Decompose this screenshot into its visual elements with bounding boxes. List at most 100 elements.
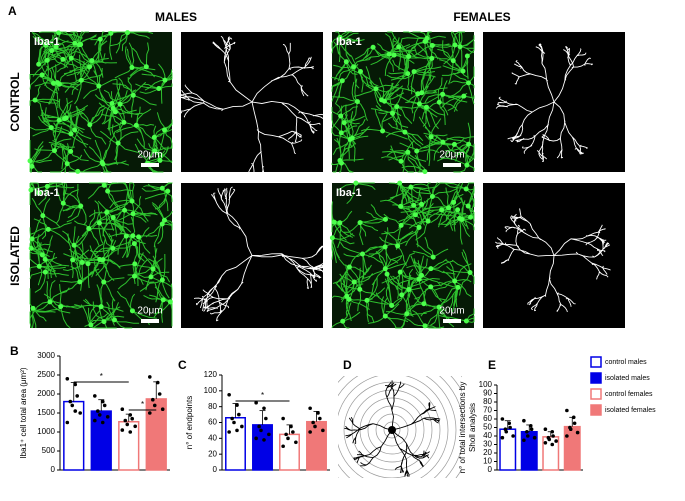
data-point bbox=[308, 430, 312, 434]
y-tick-label: 1000 bbox=[37, 427, 55, 436]
data-point bbox=[550, 429, 555, 434]
image-label: Iba-1 bbox=[336, 36, 362, 48]
microglia-texture bbox=[331, 31, 475, 173]
data-point bbox=[148, 375, 152, 379]
data-point bbox=[128, 413, 133, 417]
sholl-soma bbox=[388, 426, 396, 434]
data-point bbox=[133, 424, 137, 429]
data-point bbox=[321, 428, 325, 433]
row-header: ISOLATED bbox=[8, 226, 22, 286]
data-point bbox=[93, 418, 97, 423]
y-tick-label: 20 bbox=[483, 448, 492, 457]
data-point bbox=[262, 438, 266, 442]
panel-label: D bbox=[343, 358, 352, 372]
microglia-texture bbox=[29, 182, 173, 329]
y-tick-label: 1500 bbox=[37, 408, 55, 417]
data-point bbox=[259, 428, 263, 433]
data-point bbox=[155, 380, 160, 385]
scale-bar bbox=[443, 319, 461, 323]
y-tick-label: 80 bbox=[208, 402, 217, 411]
data-point bbox=[96, 409, 100, 413]
y-tick-label: 0 bbox=[213, 465, 218, 474]
sholl-ring bbox=[383, 421, 401, 439]
data-point bbox=[308, 406, 312, 411]
microglia-skeleton bbox=[495, 208, 611, 313]
y-tick-label: 30 bbox=[483, 440, 492, 449]
data-point bbox=[281, 444, 285, 449]
microglia-skeleton bbox=[177, 35, 326, 177]
row-header: CONTROL bbox=[8, 72, 22, 131]
legend-label: control males bbox=[605, 359, 647, 366]
y-axis-label-line: n° of total intersections by bbox=[458, 382, 467, 474]
scale-label: 20μm bbox=[439, 150, 464, 161]
y-tick-label: 80 bbox=[483, 397, 492, 406]
significance-label: * bbox=[100, 372, 103, 381]
data-point bbox=[237, 412, 241, 417]
legend-swatch bbox=[590, 372, 602, 384]
data-point bbox=[254, 436, 258, 441]
data-point bbox=[264, 416, 268, 421]
data-point bbox=[284, 432, 288, 437]
image-label: Iba-1 bbox=[34, 36, 60, 48]
data-point bbox=[160, 407, 165, 412]
panel-label: A bbox=[8, 4, 17, 18]
scale-bar bbox=[141, 319, 159, 323]
bar bbox=[252, 424, 273, 471]
data-point bbox=[532, 435, 537, 440]
y-tick-label: 2500 bbox=[37, 370, 55, 379]
legend-swatch bbox=[590, 404, 602, 416]
bar bbox=[279, 433, 300, 471]
data-point bbox=[313, 424, 317, 429]
data-point bbox=[151, 397, 155, 402]
legend-label: isolated males bbox=[605, 375, 650, 382]
y-axis-label: n° of endpoints bbox=[185, 396, 194, 449]
data-point bbox=[522, 438, 526, 443]
data-point bbox=[551, 434, 555, 438]
microglia-skeleton bbox=[193, 186, 325, 322]
data-point bbox=[100, 420, 105, 425]
y-tick-label: 0 bbox=[51, 465, 56, 474]
data-point bbox=[70, 403, 75, 408]
data-point bbox=[254, 400, 258, 405]
data-point bbox=[120, 428, 125, 432]
y-axis-label: n° of total intersections bySholl analys… bbox=[458, 382, 477, 474]
y-tick-label: 100 bbox=[204, 386, 218, 395]
data-point bbox=[78, 411, 82, 415]
data-point bbox=[294, 440, 298, 445]
microglia-bodies bbox=[27, 30, 168, 174]
data-point bbox=[504, 429, 509, 434]
data-point bbox=[511, 434, 515, 438]
panel-label: B bbox=[10, 344, 19, 358]
significance-label: * bbox=[141, 400, 144, 409]
sholl-ring bbox=[375, 413, 409, 447]
data-point bbox=[120, 407, 125, 412]
data-point bbox=[235, 403, 239, 407]
y-tick-label: 70 bbox=[483, 406, 492, 415]
y-axis-label-line: Sholl analysis bbox=[468, 403, 477, 452]
y-tick-label: 90 bbox=[483, 389, 492, 398]
scale-bar bbox=[443, 163, 461, 167]
data-point bbox=[68, 399, 73, 404]
panel-label: C bbox=[178, 358, 187, 372]
data-point bbox=[286, 436, 290, 441]
data-point bbox=[525, 429, 529, 434]
data-point bbox=[547, 437, 552, 442]
sholl-ring bbox=[367, 405, 417, 455]
data-point bbox=[157, 392, 162, 396]
column-header: FEMALES bbox=[453, 10, 510, 24]
data-point bbox=[227, 392, 231, 397]
y-tick-label: 120 bbox=[204, 370, 218, 379]
y-tick-label: 40 bbox=[483, 431, 492, 440]
data-point bbox=[529, 427, 534, 432]
data-point bbox=[281, 416, 285, 421]
data-point bbox=[123, 418, 128, 423]
data-point bbox=[528, 424, 533, 428]
panel-label: E bbox=[488, 358, 496, 372]
data-point bbox=[525, 434, 530, 438]
data-point bbox=[554, 439, 558, 443]
sholl-ring bbox=[338, 376, 457, 478]
data-point bbox=[232, 420, 236, 425]
legend-label: control females bbox=[605, 391, 653, 398]
legend-swatch bbox=[590, 388, 602, 400]
data-point bbox=[73, 382, 78, 387]
